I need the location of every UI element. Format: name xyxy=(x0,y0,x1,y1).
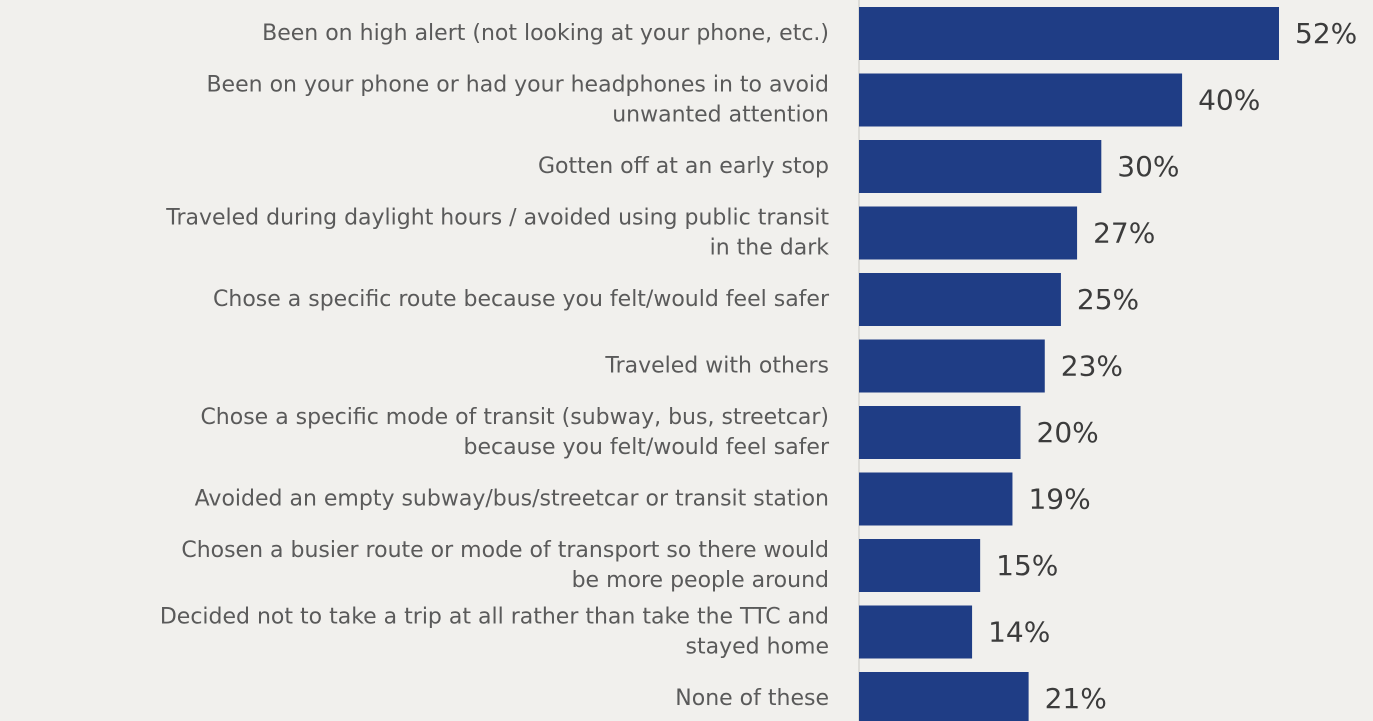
category-label: None of these xyxy=(675,686,829,711)
category-label: Avoided an empty subway/bus/streetcar or… xyxy=(195,487,829,512)
value-label: 23% xyxy=(1061,350,1123,383)
category-label: Been on high alert (not looking at your … xyxy=(262,21,829,46)
category-label-line: stayed home xyxy=(686,635,829,660)
category-label-line: Chosen a busier route or mode of transpo… xyxy=(181,538,829,563)
value-label: 25% xyxy=(1077,283,1139,316)
category-label-line: Decided not to take a trip at all rather… xyxy=(160,605,829,630)
category-label-line: Been on your phone or had your headphone… xyxy=(206,73,829,98)
category-label: Decided not to take a trip at all rather… xyxy=(160,605,829,660)
category-label-line: be more people around xyxy=(572,568,829,593)
value-label: 52% xyxy=(1295,17,1357,50)
value-label: 15% xyxy=(996,549,1058,582)
category-label-line: Chose a specific mode of transit (subway… xyxy=(200,405,829,430)
value-label: 27% xyxy=(1093,217,1155,250)
bar xyxy=(859,605,973,659)
category-label-line: because you felt/would feel safer xyxy=(463,435,829,460)
bar xyxy=(859,672,1029,721)
category-label-line: in the dark xyxy=(710,236,830,261)
value-label: 14% xyxy=(988,616,1050,649)
category-label: Gotten off at an early stop xyxy=(538,154,829,179)
category-label-line: Traveled during daylight hours / avoided… xyxy=(165,206,829,231)
bar xyxy=(859,472,1013,526)
category-label: Traveled with others xyxy=(604,354,829,379)
category-label-line: Chose a specific route because you felt/… xyxy=(213,287,830,312)
bar xyxy=(859,7,1279,60)
value-label: 30% xyxy=(1117,150,1179,183)
value-label: 21% xyxy=(1045,682,1107,715)
bar xyxy=(859,339,1045,393)
bar xyxy=(859,206,1078,260)
category-label: Traveled during daylight hours / avoided… xyxy=(165,206,829,261)
category-label-line: unwanted attention xyxy=(612,103,829,128)
value-label: 40% xyxy=(1198,84,1260,117)
category-label-line: Traveled with others xyxy=(604,354,829,379)
bar xyxy=(859,539,981,592)
category-label: Been on your phone or had your headphone… xyxy=(206,73,829,128)
category-label: Chosen a busier route or mode of transpo… xyxy=(181,538,829,593)
bar xyxy=(859,406,1021,459)
category-label-line: Avoided an empty subway/bus/streetcar or… xyxy=(195,487,829,512)
bar xyxy=(859,73,1183,127)
category-label-line: Been on high alert (not looking at your … xyxy=(262,21,829,46)
category-label-line: Gotten off at an early stop xyxy=(538,154,829,179)
value-label: 20% xyxy=(1037,416,1099,449)
category-label: Chose a specific mode of transit (subway… xyxy=(200,405,830,460)
category-label-line: None of these xyxy=(675,686,829,711)
value-label: 19% xyxy=(1028,483,1090,516)
category-label: Chose a specific route because you felt/… xyxy=(213,287,830,312)
bar xyxy=(859,140,1102,193)
bar xyxy=(859,273,1061,326)
